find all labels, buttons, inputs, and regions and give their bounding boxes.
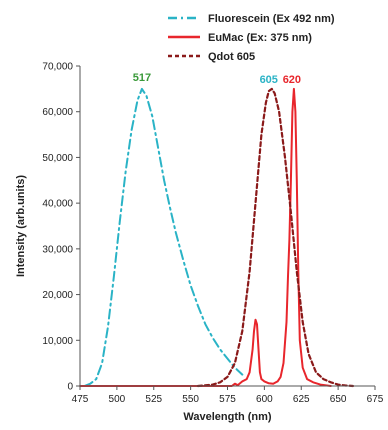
legend: Fluorescein (Ex 492 nm) EuMac (Ex: 375 nm… — [168, 13, 335, 63]
x-tick-label: 650 — [330, 394, 347, 405]
y-tick-label: 50,000 — [42, 153, 73, 164]
x-tick-label: 575 — [219, 394, 236, 405]
x-tick-label: 625 — [293, 394, 310, 405]
y-tick-label: 60,000 — [42, 107, 73, 118]
y-ticks: 0 10,000 20,000 30,000 40,000 50,000 60,000 70,… — [42, 62, 80, 393]
peak-annotations: 517 605 620 — [133, 72, 301, 86]
plot-lines — [79, 87, 354, 388]
x-tick-label: 675 — [367, 394, 384, 405]
y-tick-label: 70,000 — [42, 62, 73, 73]
y-tick-label: 30,000 — [42, 244, 73, 255]
peak-label-517: 517 — [133, 72, 151, 84]
x-tick-label: 550 — [182, 394, 199, 405]
x-ticks: 475 500 525 550 575 600 625 650 675 — [72, 386, 384, 405]
y-tick-label: 20,000 — [42, 290, 73, 301]
y-axis-title: Intensity (arb.units) — [15, 175, 27, 277]
legend-label-3: Qdot 605 — [208, 51, 255, 63]
y-tick-label: 0 — [67, 382, 73, 393]
legend-label-2: EuMac (Ex: 375 nm) — [208, 32, 312, 44]
y-tick-label: 40,000 — [42, 199, 73, 210]
legend-label-1: Fluorescein (Ex 492 nm) — [208, 13, 335, 25]
x-tick-label: 500 — [109, 394, 126, 405]
x-tick-label: 525 — [145, 394, 162, 405]
axes — [79, 66, 375, 387]
x-axis-title: Wavelength (nm) — [183, 411, 272, 423]
series-line-3 — [196, 87, 354, 388]
series-line-1 — [83, 87, 244, 387]
peak-label-605: 605 — [260, 74, 278, 86]
peak-label-620: 620 — [283, 74, 301, 86]
y-tick-label: 10,000 — [42, 336, 73, 347]
x-tick-label: 475 — [72, 394, 89, 405]
x-tick-label: 600 — [256, 394, 273, 405]
